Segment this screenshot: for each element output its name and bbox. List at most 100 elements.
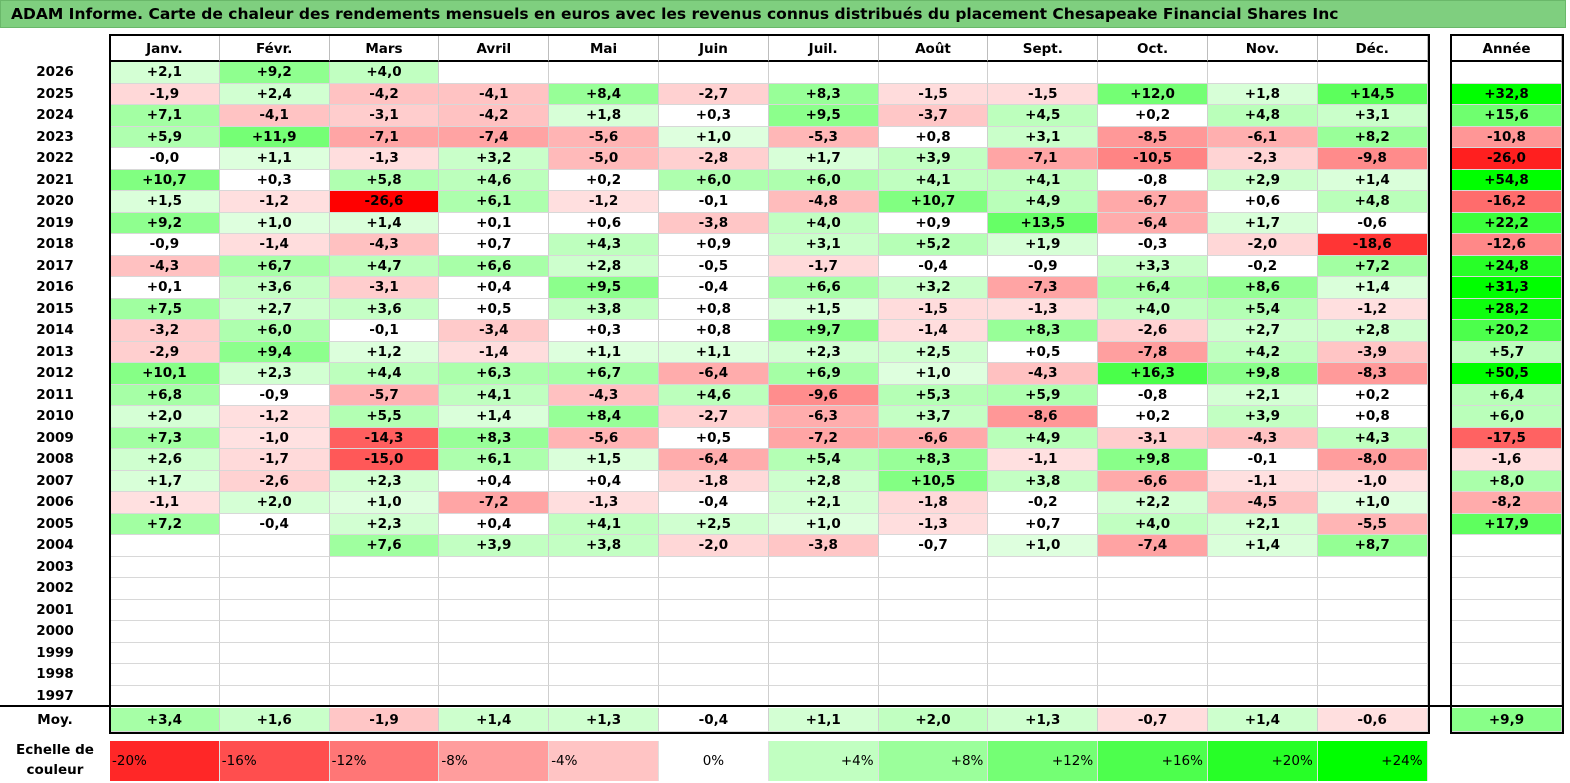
- year-label: 2010: [36, 408, 74, 424]
- heatmap-cell: +4,8: [1208, 105, 1318, 127]
- heatmap-cell: +5,2: [878, 234, 989, 256]
- heatmap-cell: -6,3: [768, 406, 879, 428]
- heatmap-cell: +9,8: [1208, 363, 1318, 385]
- heatmap-cell: +2,5: [878, 341, 989, 363]
- heatmap-cell: +0,8: [1317, 406, 1428, 428]
- heatmap-cell: -4,2: [439, 105, 550, 127]
- heatmap-cell: -4,3: [549, 384, 659, 406]
- heatmap-cell: [878, 664, 989, 686]
- year-label: 2012: [36, 365, 74, 381]
- heatmap-cell: +8,4: [549, 83, 659, 105]
- heatmap-cell: +3,9: [878, 148, 989, 170]
- heatmap-cell: +5,4: [1208, 298, 1318, 320]
- heatmap-cell: +9,4: [219, 341, 330, 363]
- year-label: 1998: [36, 666, 74, 682]
- heatmap-cell: +12,0: [1098, 83, 1208, 105]
- heatmap-cell: [549, 556, 659, 578]
- heatmap-cell: +8,2: [1317, 126, 1428, 148]
- heatmap-cell: +7,5: [110, 298, 220, 320]
- heatmap-cell: [768, 685, 879, 707]
- annual-cell: -16,2: [1452, 191, 1562, 213]
- heatmap-cell: +14,5: [1317, 83, 1428, 105]
- year-label: 2014: [36, 322, 74, 338]
- heatmap-cell: +1,0: [1317, 492, 1428, 514]
- average-cell: +3,4: [110, 708, 220, 732]
- heatmap-cell: +3,9: [1208, 406, 1318, 428]
- heatmap-cell: -7,2: [439, 492, 550, 514]
- heatmap-cell: +2,1: [1208, 513, 1318, 535]
- heatmap-cell: +0,9: [659, 234, 769, 256]
- heatmap-cell: -6,6: [1098, 470, 1208, 492]
- heatmap-cell: [329, 556, 440, 578]
- annual-cell: +54,8: [1452, 169, 1562, 191]
- heatmap-cell: +1,8: [549, 105, 659, 127]
- heatmap-cell: [659, 621, 769, 643]
- annual-cell: [1452, 535, 1562, 557]
- month-header: Avril: [439, 36, 550, 62]
- heatmap-cell: +0,2: [549, 169, 659, 191]
- heatmap-cell: +6,8: [110, 384, 220, 406]
- heatmap-cell: +10,5: [878, 470, 989, 492]
- annual-cell: +31,3: [1452, 277, 1562, 299]
- heatmap-cell: [768, 599, 879, 621]
- annual-cell: -10,8: [1452, 126, 1562, 148]
- year-label: 2004: [36, 537, 74, 553]
- heatmap-cell: +2,3: [219, 363, 330, 385]
- heatmap-cell: +13,5: [988, 212, 1099, 234]
- heatmap-cell: +3,3: [1098, 255, 1208, 277]
- month-header: Oct.: [1098, 36, 1208, 62]
- heatmap-cell: [439, 664, 550, 686]
- heatmap-cell: [439, 556, 550, 578]
- color-scale-label-line2: couleur: [26, 762, 84, 778]
- heatmap-cell: +2,8: [768, 470, 879, 492]
- heatmap-cell: -4,2: [329, 83, 440, 105]
- average-cell: -1,9: [329, 708, 440, 732]
- heatmap-cell: [768, 556, 879, 578]
- heatmap-cell: +0,1: [110, 277, 220, 299]
- heatmap-cell: -0,1: [1208, 449, 1318, 471]
- heatmap-cell: +2,3: [329, 513, 440, 535]
- heatmap-cell: +2,3: [329, 470, 440, 492]
- heatmap-cell: [659, 62, 769, 84]
- heatmap-cell: +4,8: [1317, 191, 1428, 213]
- heatmap-cell: -4,3: [1208, 427, 1318, 449]
- average-annual-cell: +9,9: [1452, 708, 1562, 732]
- heatmap-cell: +1,0: [659, 126, 769, 148]
- heatmap-cell: +0,3: [219, 169, 330, 191]
- annual-cell: +17,9: [1452, 513, 1562, 535]
- heatmap-cell: [329, 599, 440, 621]
- heatmap-cell: -1,7: [219, 449, 330, 471]
- heatmap-cell: [1317, 62, 1428, 84]
- heatmap-cell: [219, 621, 330, 643]
- heatmap-cell: -4,1: [219, 105, 330, 127]
- heatmap-cell: +4,6: [659, 384, 769, 406]
- heatmap-cell: +4,4: [329, 363, 440, 385]
- heatmap-cell: +4,3: [1317, 427, 1428, 449]
- annual-cell: [1452, 642, 1562, 664]
- year-label: 2007: [36, 472, 74, 489]
- heatmap-cell: [988, 62, 1099, 84]
- heatmap-cell: +6,6: [768, 277, 879, 299]
- heatmap-cell: +1,0: [988, 535, 1099, 557]
- heatmap-cell: +4,7: [329, 255, 440, 277]
- heatmap-cell: [329, 664, 440, 686]
- heatmap-cell: +4,1: [878, 169, 989, 191]
- heatmap-cell: [878, 685, 989, 707]
- annual-cell: [1452, 685, 1562, 707]
- heatmap-cell: -1,2: [219, 406, 330, 428]
- heatmap-cell: [219, 535, 330, 557]
- heatmap-cell: +16,3: [1098, 363, 1208, 385]
- heatmap-cell: -2,7: [659, 406, 769, 428]
- annual-cell: [1452, 62, 1562, 84]
- heatmap-cell: +6,4: [1098, 277, 1208, 299]
- heatmap-cell: [110, 685, 220, 707]
- heatmap-cell: -4,3: [988, 363, 1099, 385]
- heatmap-cell: +2,9: [1208, 169, 1318, 191]
- heatmap-cell: +1,7: [110, 470, 220, 492]
- heatmap-cell: [110, 578, 220, 600]
- color-scale-swatch: +16%: [1098, 741, 1208, 781]
- heatmap-cell: -1,4: [219, 234, 330, 256]
- annual-cell: +22,2: [1452, 212, 1562, 234]
- heatmap-cell: [110, 621, 220, 643]
- heatmap-cell: [549, 62, 659, 84]
